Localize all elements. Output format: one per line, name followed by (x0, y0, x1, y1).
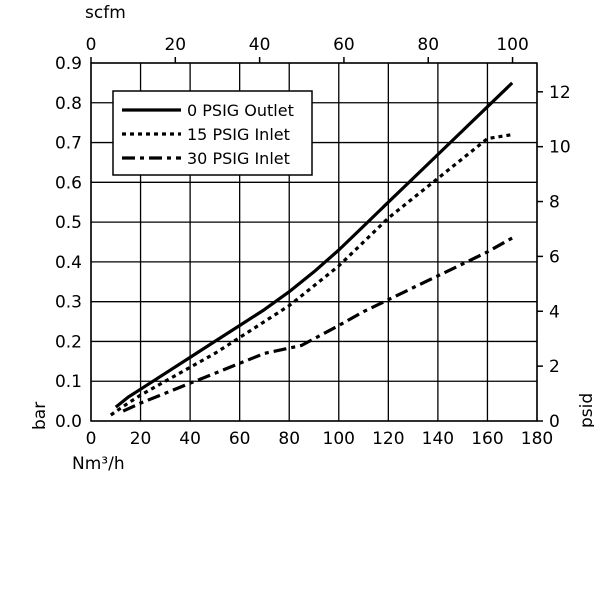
series-line-2 (109, 133, 513, 417)
series-layer (109, 81, 514, 417)
top-tick-label: 60 (333, 35, 355, 55)
top-axis-title: scfm (85, 3, 126, 23)
y-tick-label: 0.6 (55, 173, 82, 193)
right-tick-label: 2 (549, 357, 560, 377)
right-tick-label: 12 (549, 83, 571, 103)
y-tick-label: 0.3 (55, 293, 82, 313)
right-tick-label: 4 (549, 302, 560, 322)
legend-label-1: 0 PSIG Outlet (187, 101, 294, 120)
x-tick-label: 80 (278, 429, 300, 449)
top-tick-label: 20 (164, 35, 186, 55)
y-axis-title: bar (30, 402, 50, 430)
x-axis-title: Nm³/h (72, 454, 125, 474)
y-tick-label: 0.5 (55, 213, 82, 233)
y-tick-label: 0.9 (55, 54, 82, 74)
y-tick-label: 0.7 (55, 134, 82, 154)
plot-frame (90, 62, 538, 422)
right-tick-label: 10 (549, 138, 571, 158)
series-line-1 (114, 81, 514, 409)
right-tick-label: 0 (549, 412, 560, 432)
top-tick-label: 80 (417, 35, 439, 55)
top-tick-label: 0 (86, 35, 97, 55)
x-tick-label: 60 (229, 429, 251, 449)
y-tick-label: 0.0 (55, 412, 82, 432)
top-tick-label: 100 (496, 35, 528, 55)
y-tick-label: 0.2 (55, 332, 82, 352)
series-line-3 (122, 236, 513, 413)
x-tick-label: 20 (130, 429, 152, 449)
legend: 0 PSIG Outlet 15 PSIG Inlet 30 PSIG Inlet (112, 90, 313, 176)
legend-label-3: 30 PSIG Inlet (187, 149, 290, 168)
x-tick-label: 180 (521, 429, 553, 449)
legend-label-2: 15 PSIG Inlet (187, 125, 290, 144)
y-tick-label: 0.8 (55, 94, 82, 114)
x-tick-label: 40 (179, 429, 201, 449)
y-tick-label: 0.1 (55, 372, 82, 392)
x-tick-label: 160 (471, 429, 503, 449)
y-tick-label: 0.4 (55, 253, 82, 273)
right-tick-label: 8 (549, 193, 560, 213)
top-tick-label: 40 (249, 35, 271, 55)
x-tick-label: 0 (86, 429, 97, 449)
right-axis-title: psid (577, 393, 594, 428)
x-tick-label: 140 (422, 429, 454, 449)
right-tick-label: 6 (549, 247, 560, 267)
x-tick-label: 100 (323, 429, 355, 449)
x-tick-label: 120 (372, 429, 404, 449)
